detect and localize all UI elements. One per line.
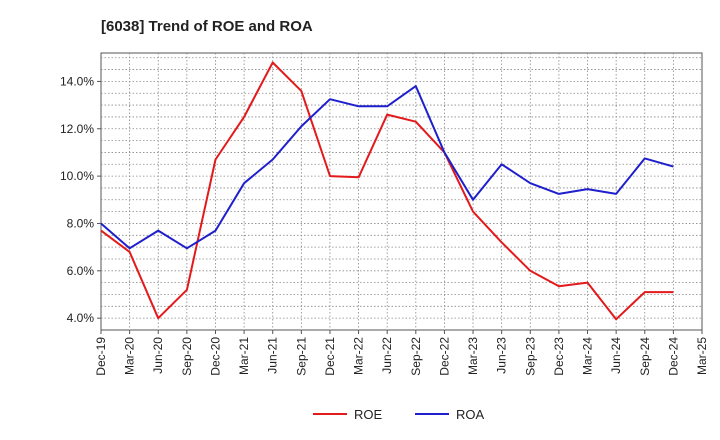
- x-tick-label: Sep-23: [523, 337, 537, 376]
- legend-label-roa: ROA: [456, 407, 485, 422]
- x-tick-label: Jun-20: [151, 337, 165, 374]
- x-tick-label: Sep-20: [180, 337, 194, 376]
- x-tick-label: Dec-22: [437, 337, 451, 376]
- y-tick-label: 12.0%: [60, 122, 94, 136]
- x-tick-label: Sep-21: [294, 337, 308, 376]
- y-tick-label: 4.0%: [67, 311, 95, 325]
- y-tick-label: 10.0%: [60, 169, 94, 183]
- series-line-roa: [100, 85, 674, 250]
- x-tick-label: Dec-21: [323, 337, 337, 376]
- x-tick-label: Mar-24: [581, 337, 595, 375]
- x-tick-label: Dec-20: [208, 337, 222, 376]
- x-tick-label: Jun-24: [609, 337, 623, 374]
- grid-lines: [101, 53, 702, 330]
- y-tick-label: 6.0%: [67, 264, 95, 278]
- y-axis-ticks: 4.0% 6.0% 8.0% 10.0% 12.0% 14.0%: [60, 74, 101, 325]
- x-tick-label: Dec-23: [552, 337, 566, 376]
- x-axis-ticks: Dec-19 Mar-20 Jun-20 Sep-20 Dec-20 Mar-21 Jun-…: [94, 330, 709, 376]
- x-tick-label: Jun-22: [380, 337, 394, 374]
- x-tick-label: Sep-24: [638, 337, 652, 376]
- legend: ROE ROA: [313, 407, 485, 422]
- x-tick-label: Mar-20: [123, 337, 137, 375]
- legend-label-roe: ROE: [354, 407, 383, 422]
- x-tick-label: Dec-19: [94, 337, 108, 376]
- series-line-roe: [100, 61, 674, 321]
- series-lines: [100, 61, 674, 321]
- x-tick-label: Dec-24: [666, 337, 680, 376]
- x-tick-label: Sep-22: [409, 337, 423, 376]
- x-tick-label: Mar-25: [695, 337, 709, 375]
- x-tick-label: Mar-23: [466, 337, 480, 375]
- x-tick-label: Jun-21: [266, 337, 280, 374]
- x-tick-label: Mar-21: [237, 337, 251, 375]
- x-tick-label: Mar-22: [352, 337, 366, 375]
- chart-title: [6038] Trend of ROE and ROA: [101, 18, 313, 35]
- y-tick-label: 14.0%: [60, 74, 94, 88]
- y-tick-label: 8.0%: [67, 216, 95, 230]
- plot-area: [100, 52, 703, 331]
- x-tick-label: Jun-23: [495, 337, 509, 374]
